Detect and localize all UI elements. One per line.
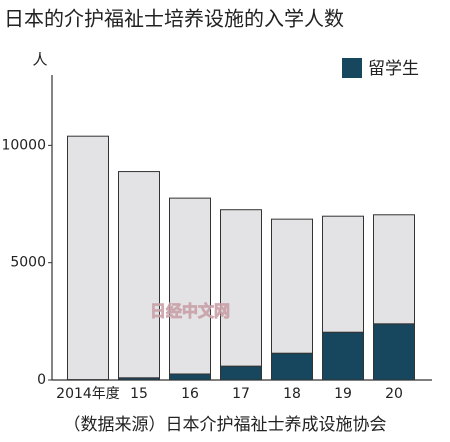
bar-segment — [271, 352, 313, 381]
x-tick-label: 20 — [385, 386, 403, 402]
chart-title: 日本的介护福祉士培养设施的入学人数 — [4, 7, 344, 31]
bar-segment — [220, 209, 262, 367]
x-tick-label: 15 — [130, 386, 148, 402]
bar-segment — [322, 215, 364, 333]
bar-segment — [322, 331, 364, 381]
x-tick-label: 19 — [334, 386, 352, 402]
x-tick-label: 17 — [232, 386, 250, 402]
source: （数据来源）日本介护福祉士养成设施协会 — [64, 415, 387, 435]
x-tick-label: 2014年度 — [56, 386, 120, 402]
bar-segment — [169, 373, 211, 381]
bar-segment — [220, 365, 262, 381]
x-tick-label: 18 — [283, 386, 301, 402]
bar-segment — [373, 323, 415, 381]
y-tick-label: 10000 — [1, 137, 46, 153]
bar-segment — [373, 214, 415, 325]
y-unit: 人 — [32, 51, 47, 69]
legend-label: 留学生 — [368, 59, 419, 79]
watermark: 日经中文网 — [150, 302, 230, 321]
bar-segment — [118, 171, 160, 379]
y-tick-label: 0 — [37, 372, 46, 388]
x-tick-label: 16 — [181, 386, 199, 402]
bar-segment — [169, 197, 211, 375]
bar-segment — [271, 218, 313, 354]
bar-segment — [67, 135, 109, 381]
legend-swatch — [342, 58, 362, 78]
y-tick-label: 5000 — [10, 255, 46, 271]
